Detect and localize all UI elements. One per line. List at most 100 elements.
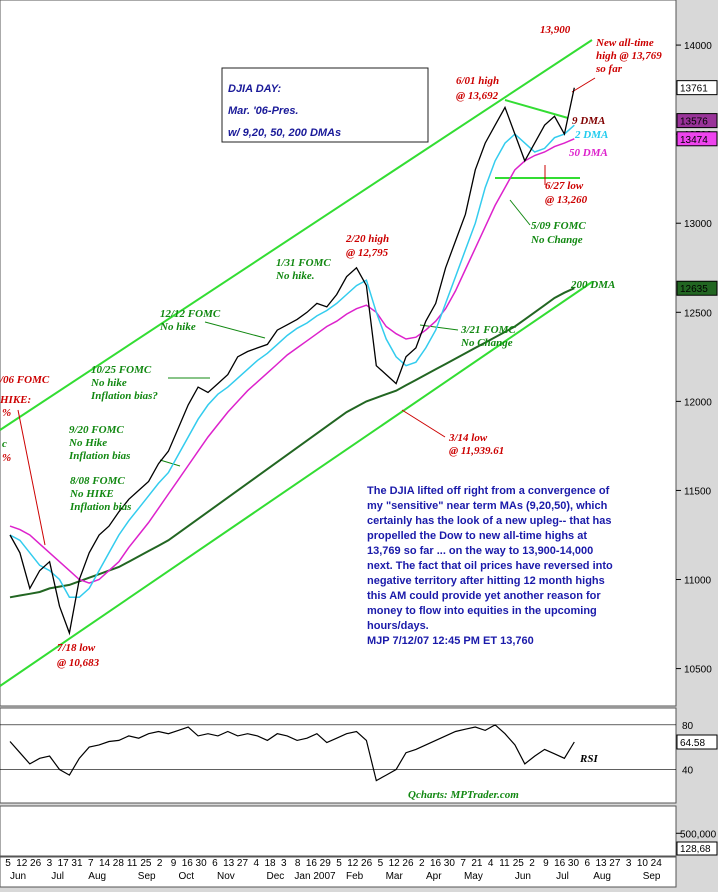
day-label: 14	[99, 858, 111, 869]
arrow	[17, 409, 46, 546]
annotation: Inflation bias	[69, 501, 131, 513]
x-tick-label: Aug	[593, 871, 611, 882]
x-tick-label: Apr	[426, 871, 442, 882]
annotation: 13,900	[540, 24, 571, 36]
day-label: 3	[281, 858, 287, 869]
commentary: money to flow into equities in the upcom…	[367, 605, 597, 617]
day-label: 16	[182, 858, 194, 869]
day-label: 28	[113, 858, 125, 869]
annotation: No Change	[460, 337, 513, 349]
annotation: No HIKE	[69, 488, 114, 500]
volume-tag-box	[676, 841, 718, 856]
pointer	[419, 324, 459, 331]
y-tick-label: 14000	[684, 41, 712, 52]
chart-title: w/ 9,20, 50, 200 DMAs	[228, 127, 341, 139]
commentary: this AM could provide yet another reason…	[367, 590, 601, 602]
chart-title: DJIA DAY:	[228, 83, 282, 95]
day-label: 21	[471, 858, 483, 869]
rsi-tick-label: 40	[682, 765, 694, 776]
day-label: 26	[402, 858, 414, 869]
day-label: 5	[378, 858, 384, 869]
day-label: 26	[30, 858, 42, 869]
rsi-label: RSI	[579, 753, 598, 765]
day-label: 27	[237, 858, 249, 869]
day-label: 26	[361, 858, 373, 869]
day-label: 25	[140, 858, 152, 869]
day-label: 13	[223, 858, 235, 869]
annotation: @ 13,260	[545, 194, 588, 206]
y-tick-label: 11500	[684, 486, 712, 497]
commentary: hours/days.	[367, 620, 429, 632]
x-tick-label: Jul	[556, 871, 569, 882]
x-tick-label: Dec	[267, 871, 285, 882]
x-tick-label: Nov	[217, 871, 235, 882]
x-tick-label: Feb	[346, 871, 364, 882]
annotation: 200 DMA	[570, 279, 615, 291]
annotation: 12/12 FOMC	[160, 308, 221, 320]
ma-line	[9, 138, 575, 584]
annotation: New all-time	[595, 37, 654, 49]
day-label: 3	[626, 858, 632, 869]
annotation: @ 10,683	[57, 657, 100, 669]
y-tick-label: 12500	[684, 308, 712, 319]
day-label: 8	[295, 858, 301, 869]
annotation: No Change	[530, 234, 583, 246]
x-tick-label: Sep	[643, 871, 661, 882]
x-tick-label: Aug	[88, 871, 106, 882]
volume-tick-label: 500,000	[680, 829, 717, 840]
annotation: HIKE:	[0, 394, 31, 406]
annotation: Inflation bias	[68, 450, 130, 462]
annotation: 2/20 high	[345, 233, 389, 245]
x-tick-label: Jun	[10, 871, 26, 882]
annotation: @ 12,795	[346, 247, 389, 259]
price-tag-label: 13576	[680, 117, 708, 128]
annotation: 3/21 FOMC	[460, 324, 516, 336]
day-label: 7	[460, 858, 466, 869]
commentary: negative territory after hitting 12 mont…	[367, 575, 605, 587]
y-tick-label: 13000	[684, 219, 712, 230]
rsi-tick-label: 80	[682, 721, 694, 732]
annotation: 6/27 low	[545, 180, 584, 192]
day-label: 3	[47, 858, 53, 869]
x-tick-label: Jan 2007	[294, 871, 336, 882]
annotation: 3/14 low	[448, 432, 488, 444]
day-label: 11	[499, 858, 510, 869]
x-tick-label: May	[464, 871, 483, 882]
x-tick-label: Mar	[386, 871, 404, 882]
annotation: Qcharts: MPTrader.com	[408, 789, 519, 801]
annotation: No hike	[159, 321, 196, 333]
annotation: 9 DMA	[572, 115, 605, 127]
volume-tag: 128,68	[680, 844, 711, 855]
annotation: /06 FOMC	[0, 374, 50, 386]
commentary: my "sensitive" near term MAs (9,20,50), …	[367, 500, 608, 512]
day-label: 25	[513, 858, 525, 869]
triangle-top	[504, 99, 569, 119]
lower-channel	[0, 281, 593, 687]
y-tick-label: 12000	[684, 397, 712, 408]
volume-panel	[0, 805, 677, 857]
ma-line	[9, 124, 575, 599]
annotation: 1/31 FOMC	[276, 257, 331, 269]
pointer	[509, 199, 531, 226]
price-tag-label: 13761	[680, 84, 708, 95]
day-label: 9	[171, 858, 177, 869]
x-tick-label: Jul	[51, 871, 64, 882]
day-label: 6	[212, 858, 218, 869]
day-label: 6	[584, 858, 590, 869]
annotation: 6/01 high	[456, 75, 499, 87]
price-tag	[676, 80, 718, 96]
day-label: 2	[419, 858, 425, 869]
annotation: %	[2, 407, 11, 419]
day-label: 5	[336, 858, 342, 869]
commentary: MJP 7/12/07 12:45 PM ET 13,760	[367, 635, 534, 647]
day-label: 30	[444, 858, 456, 869]
annotation: @ 13,692	[456, 90, 499, 102]
day-label: 24	[651, 858, 663, 869]
upper-channel	[0, 39, 593, 431]
annotation: No Hike	[68, 437, 107, 449]
day-label: 30	[568, 858, 580, 869]
x-tick-label: Oct	[179, 871, 195, 882]
annotation: 2 DMA	[574, 129, 608, 141]
marks: 1050011000115001200012500130001350014000…	[0, 24, 718, 882]
day-label: 17	[58, 858, 70, 869]
